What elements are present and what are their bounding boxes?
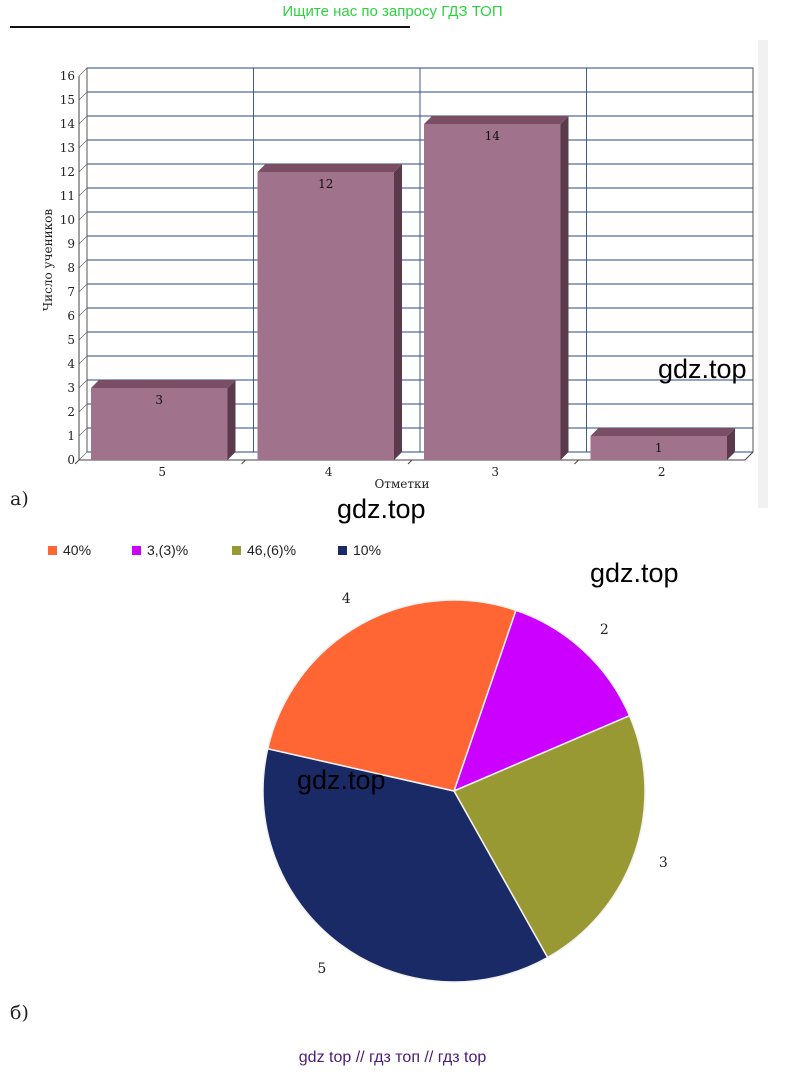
y-tick-label: 0 <box>67 453 75 467</box>
y-tick-label: 16 <box>60 69 75 83</box>
watermark: gdz.top <box>337 494 426 524</box>
legend-swatch <box>132 546 141 555</box>
pie-slice-label: 3 <box>659 855 668 871</box>
grid-line-side <box>78 355 88 365</box>
watermark: gdz.top <box>590 558 679 588</box>
y-axis-title: Число учеников <box>41 209 55 311</box>
grid-line-side <box>78 211 88 221</box>
x-tick <box>241 459 246 465</box>
grid-line-side <box>78 451 88 461</box>
bar-top <box>91 380 236 388</box>
watermark: gdz.top <box>297 765 386 795</box>
grid-line-side <box>78 163 88 173</box>
x-tick <box>74 459 80 465</box>
legend-label: 10% <box>353 542 382 558</box>
y-tick-label: 2 <box>67 405 75 419</box>
floor-edge <box>744 451 754 461</box>
x-tick-label: 2 <box>658 465 666 479</box>
pie-slice-label: 5 <box>317 961 326 977</box>
legend-swatch <box>338 546 347 555</box>
legend-item: 3,(3)% <box>132 542 188 558</box>
x-tick <box>574 459 579 465</box>
grid-line-side <box>78 235 88 245</box>
header-divider <box>10 26 410 28</box>
y-tick-label: 11 <box>60 189 75 203</box>
bar-data-label: 3 <box>155 393 163 407</box>
grid-line-side <box>78 379 88 389</box>
x-axis-title: Отметки <box>374 477 429 491</box>
part-a-label: а) <box>10 488 29 510</box>
bar-data-label: 1 <box>655 441 663 455</box>
y-tick-label: 5 <box>67 333 75 347</box>
pie-slice-label: 2 <box>600 622 609 638</box>
bar <box>257 172 394 460</box>
grid-line-side <box>78 331 88 341</box>
grid-line-side <box>78 427 88 437</box>
y-tick-label: 12 <box>60 165 75 179</box>
grid-line-side <box>78 283 88 293</box>
grid-line-side <box>78 187 88 197</box>
footer-links[interactable]: gdz top // гдз топ // гдз top <box>298 1049 487 1066</box>
grid-line-side <box>78 67 88 77</box>
pie-slice <box>266 599 517 792</box>
bar <box>590 436 727 460</box>
grid-line-side <box>78 403 88 413</box>
legend-item: 40% <box>48 542 91 558</box>
y-tick-label: 14 <box>60 117 76 131</box>
grid-line-side <box>78 259 88 269</box>
y-tick-label: 3 <box>67 381 75 395</box>
part-b-label: б) <box>10 1002 29 1024</box>
bar-top <box>590 428 735 436</box>
y-tick-label: 9 <box>67 237 75 251</box>
x-tick-label: 4 <box>325 465 333 479</box>
grid-line-side <box>78 307 88 317</box>
bar-top <box>257 164 402 172</box>
x-tick-label: 5 <box>158 465 166 479</box>
y-tick-label: 8 <box>67 261 75 275</box>
bar <box>424 124 561 460</box>
legend-item: 46,(6)% <box>232 542 296 558</box>
legend-swatch <box>48 546 57 555</box>
bar-side <box>394 164 402 460</box>
bar-top <box>424 116 569 124</box>
y-tick-label: 4 <box>67 357 75 371</box>
bar-side <box>560 116 569 460</box>
legend-label: 46,(6)% <box>247 542 297 558</box>
legend-label: 40% <box>63 542 92 558</box>
legend-item: 10% <box>338 542 381 558</box>
bar-data-label: 14 <box>485 129 501 143</box>
x-tick <box>407 459 413 465</box>
grid-line-side <box>78 115 88 125</box>
grid-line-side <box>78 139 88 149</box>
pie-slice <box>452 714 646 959</box>
bar <box>91 388 228 460</box>
y-tick-label: 6 <box>67 309 75 323</box>
bar-side <box>227 380 236 460</box>
legend-label: 3,(3)% <box>147 542 189 558</box>
bar-data-label: 12 <box>318 177 333 191</box>
pie-slice-label: 4 <box>342 591 351 607</box>
y-tick-label: 10 <box>60 213 75 227</box>
x-tick-label: 3 <box>491 465 499 479</box>
legend-swatch <box>232 546 241 555</box>
y-tick-label: 13 <box>60 141 75 155</box>
bar-chart: 0123456789101112131415163512414312Отметк… <box>41 67 754 491</box>
y-tick-label: 7 <box>67 285 75 299</box>
grid-line-side <box>78 91 88 101</box>
bar-side <box>727 428 735 460</box>
page-edge-shade <box>758 40 768 508</box>
y-tick-label: 1 <box>67 429 75 443</box>
watermark: gdz.top <box>658 354 747 384</box>
pie-slice <box>452 609 631 793</box>
y-tick-label: 15 <box>60 93 75 107</box>
header-link[interactable]: Ищите нас по запросу ГДЗ ТОП <box>282 3 503 20</box>
